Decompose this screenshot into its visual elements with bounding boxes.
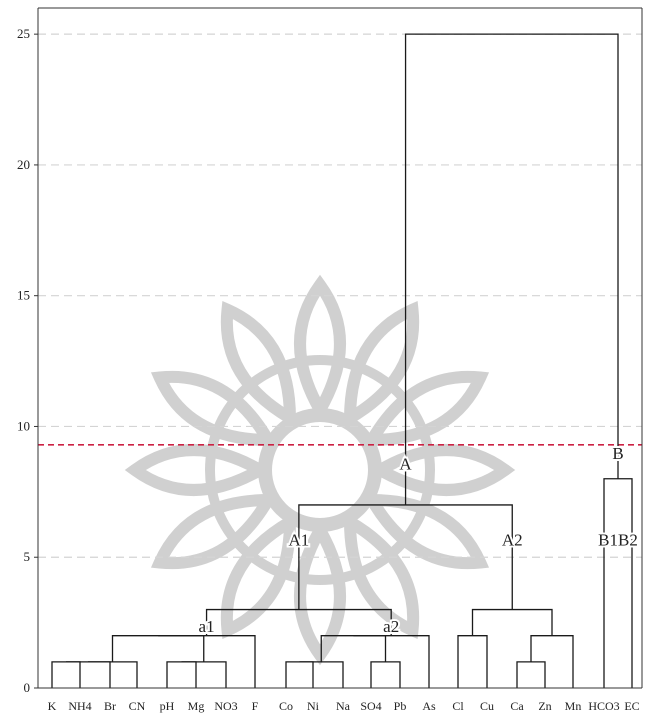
watermark-emblem	[124, 274, 516, 666]
x-tick-label: SO4	[360, 699, 381, 713]
dendrogram-link	[158, 635, 256, 688]
cluster-label: A2	[502, 530, 523, 549]
x-tick-label: Ca	[510, 699, 524, 713]
cluster-label: A	[399, 455, 412, 474]
x-tick-label: HCO3	[588, 699, 619, 713]
x-tick-label: Co	[279, 699, 293, 713]
grid-lines	[38, 33, 642, 558]
x-tick-label: Br	[104, 699, 116, 713]
x-tick-label: F	[252, 699, 259, 713]
y-tick-label: 25	[17, 26, 30, 41]
watermark-petal	[343, 300, 420, 429]
cluster-label: A1	[288, 530, 309, 549]
dendrogram-links	[51, 33, 633, 688]
cluster-label: B	[612, 444, 623, 463]
cluster-labels: A B A1 A2 a1 a2 B1B2	[197, 442, 640, 638]
x-tick-label: Mn	[565, 699, 582, 713]
cluster-label: B1B2	[598, 530, 638, 549]
axes: 0 5 10 15 20 25 K NH4 Br CN pH Mg NO3 F Co Ni Na SO4 Pb As C…	[17, 7, 643, 713]
cluster-label: a1	[199, 617, 215, 636]
watermark-petal	[343, 511, 420, 640]
watermark-petal	[294, 517, 346, 666]
watermark-petal	[361, 370, 490, 447]
x-tick-label: pH	[160, 699, 175, 713]
y-tick-label: 10	[17, 418, 30, 433]
x-tick-label: K	[48, 699, 57, 713]
x-tick-label: Ni	[307, 699, 320, 713]
x-tick-label: Cu	[480, 699, 494, 713]
y-tick-label: 20	[17, 157, 30, 172]
dendrogram-link	[404, 33, 619, 505]
watermark-petal	[220, 300, 297, 429]
x-tick-label: NO3	[214, 699, 237, 713]
watermark-petal	[294, 274, 346, 423]
watermark-petal	[220, 511, 297, 640]
x-tick-label: EC	[624, 699, 639, 713]
x-tick-label: Cl	[452, 699, 464, 713]
x-tick-label: Pb	[394, 699, 407, 713]
y-tick-label: 15	[17, 288, 30, 303]
x-tick-label: Mg	[188, 699, 205, 713]
x-tick-label: CN	[129, 699, 146, 713]
dendrogram-link	[353, 635, 430, 688]
watermark-petal	[367, 444, 516, 496]
x-tick-label: As	[422, 699, 436, 713]
watermark-petal	[150, 493, 279, 570]
dendrogram-link	[299, 661, 344, 688]
y-tick-label: 5	[24, 549, 31, 564]
x-tick-label: Na	[336, 699, 351, 713]
watermark-petal	[124, 444, 273, 496]
watermark-petal	[361, 493, 490, 570]
cluster-label: a2	[383, 617, 399, 636]
x-tick-label: Zn	[538, 699, 551, 713]
dendrogram-link	[88, 661, 138, 688]
y-tick-label: 0	[24, 680, 31, 695]
x-tick-label: NH4	[68, 699, 91, 713]
watermark-petal	[150, 370, 279, 447]
dendrogram-link	[181, 661, 227, 688]
